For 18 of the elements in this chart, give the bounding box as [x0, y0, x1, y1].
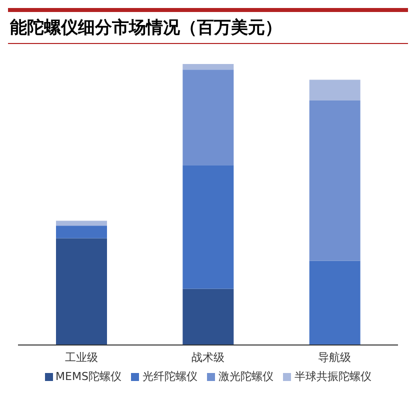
x-tick-label: 导航级: [318, 350, 352, 364]
bar: [309, 80, 360, 101]
bar: [309, 260, 360, 345]
bar: [56, 238, 107, 345]
bar: [56, 226, 107, 238]
bar: [56, 220, 107, 226]
x-tick-label: 战术级: [192, 350, 224, 364]
bar: [182, 70, 234, 166]
bar: [309, 100, 360, 261]
legend-label: 半球共振陀螺仪: [293, 369, 372, 384]
legend-label: 激光陀螺仪: [217, 369, 274, 384]
bar: [182, 64, 234, 70]
bar: [182, 288, 234, 345]
bar: [182, 165, 234, 289]
legend-label: 光纤陀螺仪: [141, 369, 198, 384]
legend-label: MEMS陀螺仪: [54, 369, 122, 384]
chart-title: 能陀螺仪细分市场情况（百万美元）: [8, 8, 408, 44]
x-tick-label: 工业级: [64, 350, 98, 364]
